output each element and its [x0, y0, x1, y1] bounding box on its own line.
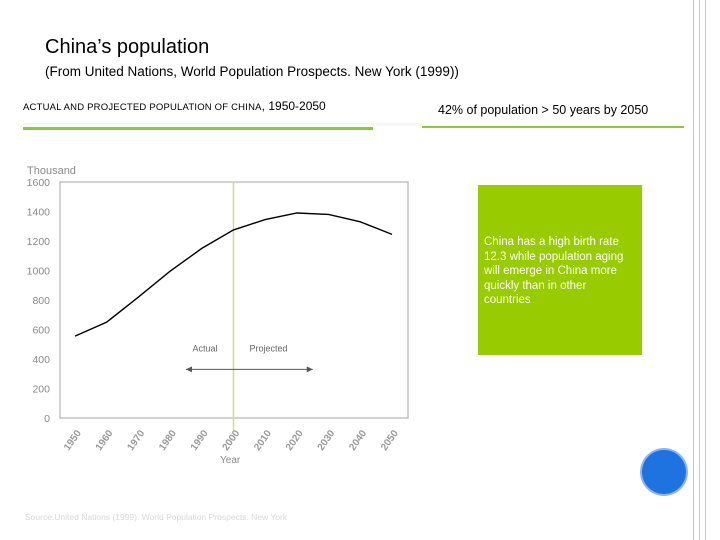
- y-tick-label: 1200: [27, 236, 51, 248]
- x-tick-label: 2020: [284, 428, 306, 453]
- y-tick-label: 1000: [27, 266, 51, 278]
- population-line: [74, 212, 393, 337]
- x-tick-label: 2050: [379, 428, 401, 453]
- y-tick-label: 400: [32, 354, 50, 366]
- y-tick-label: 0: [44, 413, 50, 425]
- x-tick-label: 1950: [62, 428, 84, 453]
- slide-title: China’s population: [45, 36, 210, 58]
- slide-border-line: [705, 0, 706, 540]
- slide-subtitle: (From United Nations, World Population P…: [45, 64, 459, 79]
- y-tick-label: 600: [32, 325, 50, 337]
- aging-underline: [422, 126, 684, 128]
- x-tick-label: 2030: [316, 428, 338, 453]
- source-note: Source:United Nations (1999). World Popu…: [25, 512, 288, 522]
- aging-heading: 42% of population > 50 years by 2050: [438, 103, 649, 117]
- y-tick-label: 200: [32, 384, 50, 396]
- callout-text: China has a high birth rate 12.3 while p…: [484, 236, 624, 306]
- callout-box: China has a high birth rate 12.3 while p…: [478, 185, 642, 355]
- heading-shade: [23, 123, 423, 127]
- slide-border-line: [693, 0, 694, 540]
- x-tick-label: 1960: [94, 428, 116, 453]
- actual-label: Actual: [192, 344, 217, 354]
- x-tick-label: 1990: [189, 428, 211, 453]
- chart-heading: Actual and projected population of China…: [23, 99, 326, 113]
- x-tick-label: 2040: [347, 428, 369, 453]
- y-axis-unit: Thousand: [27, 165, 76, 177]
- y-tick-label: 800: [32, 295, 50, 307]
- circle-button[interactable]: [642, 450, 686, 494]
- arrow-left-head: [185, 366, 192, 373]
- y-tick-label: 1600: [27, 177, 51, 189]
- x-axis-label: Year: [220, 455, 241, 466]
- arrow-right-head: [306, 366, 313, 373]
- y-tick-labels: 0 200 400 600 800 1000 1200 1400 1600: [27, 177, 51, 425]
- projected-label: Projected: [250, 344, 288, 354]
- x-tick-label: 2010: [252, 428, 274, 453]
- x-tick-label: 2000: [221, 428, 243, 453]
- x-tick-label: 1970: [125, 428, 147, 453]
- slide-border-line: [699, 0, 700, 540]
- chart-heading-main: Actual and projected population of China: [23, 102, 262, 113]
- y-tick-label: 1400: [27, 207, 51, 219]
- heading-underline: [23, 127, 373, 130]
- x-tick-label: 1980: [157, 428, 179, 453]
- x-tick-labels: 1950 1960 1970 1980 1990 2000 2010 2020 2030 2040…: [62, 428, 401, 453]
- chart-heading-years: , 1950-2050: [261, 99, 326, 113]
